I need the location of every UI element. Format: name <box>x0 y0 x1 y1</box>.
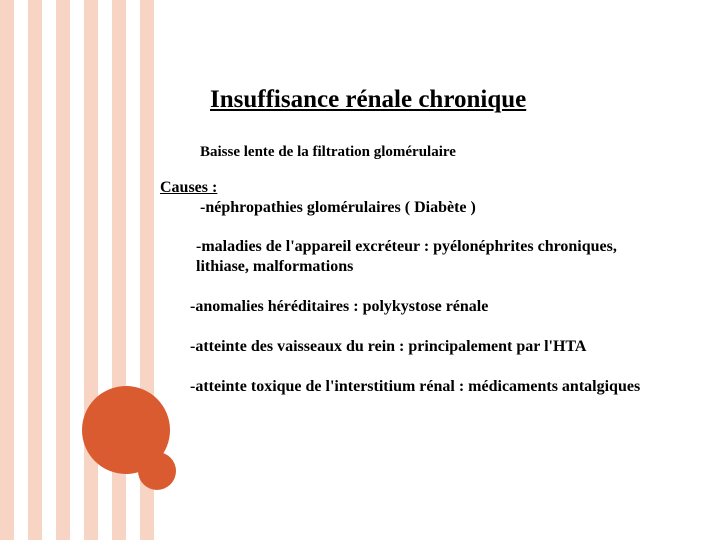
cause-item-3: -anomalies héréditaires : polykystose ré… <box>190 297 700 317</box>
cause-item-2: -maladies de l'appareil excréteur : pyél… <box>196 237 700 277</box>
causes-heading: Causes : <box>160 179 700 197</box>
slide-title: Insuffisance rénale chronique <box>210 86 700 114</box>
slide-subtitle: Baisse lente de la filtration glomérulai… <box>200 144 700 161</box>
cause-item-1: -néphropathies glomérulaires ( Diabète ) <box>200 199 700 217</box>
slide-content: Insuffisance rénale chronique Baisse len… <box>160 0 700 417</box>
cause-item-5: -atteinte toxique de l'interstitium réna… <box>190 377 700 397</box>
decorative-circle-small <box>138 452 176 490</box>
cause-item-4: -atteinte des vaisseaux du rein : princi… <box>190 337 700 357</box>
